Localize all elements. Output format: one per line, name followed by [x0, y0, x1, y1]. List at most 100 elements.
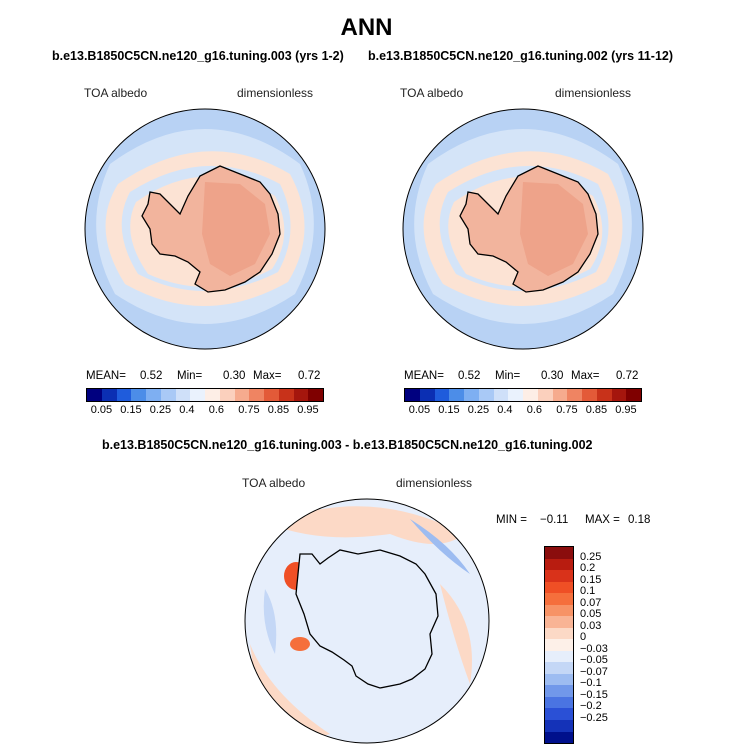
diff-colorbar-swatch	[545, 708, 573, 720]
panel2-coastline	[459, 165, 599, 293]
panel1-min-label: Min=	[177, 370, 203, 382]
panel2-colorbar-swatch	[493, 389, 509, 401]
panel1-colorbar-swatch	[131, 389, 146, 401]
panel1-colorbar-ticks: 0.05 0.15 0.25 0.4 0.6 0.75 0.85 0.95	[86, 404, 322, 418]
panel2-units: dimensionless	[555, 86, 632, 100]
diff-colorbar-tick-label: 0.1	[580, 585, 596, 598]
diff-colorbar-tick-label: −0.05	[580, 654, 608, 667]
panel1-colorbar-tick-label: 0.6	[208, 404, 225, 416]
panel1-colorbar-swatch	[175, 389, 191, 401]
panel1-colorbar-tick-label: 0.95	[297, 404, 319, 416]
diff-colorbar-tick-label: 0.25	[580, 550, 602, 563]
panel1-coastline	[141, 165, 281, 293]
diff-colorbar-swatch	[545, 662, 573, 674]
diff-colorbar-tick-label: 0.05	[580, 608, 602, 621]
panel1-antarctica-high	[202, 182, 270, 276]
diff-colorbar-swatch	[545, 547, 573, 559]
diff-colorbar-tick-label: 0.15	[580, 573, 602, 586]
panel2-colorbar-swatch	[537, 389, 553, 401]
panel2-colorbar-swatch	[582, 389, 597, 401]
panel1-colorbar-tick-label: 0.15	[120, 404, 142, 416]
panel1-colorbar-swatch	[293, 389, 309, 401]
panel2-colorbar-swatch	[464, 389, 479, 401]
diff-colorbar-tick-label: −0.07	[580, 665, 608, 678]
diff-colorbar	[544, 546, 574, 744]
panel2-min-value: 0.30	[541, 370, 564, 382]
case2-title: b.e13.B1850C5CN.ne120_g16.tuning.002 (yr…	[368, 49, 674, 63]
panel1-colorbar-tick-label: 0.85	[267, 404, 290, 416]
diff-colorbar-swatch	[545, 593, 573, 605]
panel1-colorbar-swatch	[116, 389, 132, 401]
panel1-colorbar-swatch	[190, 389, 205, 401]
panel2-polar-map	[402, 108, 644, 350]
panel1-colorbar-tick-label: 0.05	[90, 404, 113, 416]
panel2-colorbar-tick-label: 0.85	[585, 404, 608, 416]
diff-max-value: 0.18	[628, 514, 651, 526]
diff-colorbar-swatch	[545, 558, 573, 571]
diff-min-label: MIN =	[496, 514, 527, 526]
diff-colorbar-tick-label: −0.2	[580, 700, 602, 713]
panel1-colorbar-swatch	[308, 389, 323, 401]
panel2-variable: TOA albedo	[400, 86, 464, 100]
diff-colorbar-tick-label: 0	[580, 631, 587, 644]
diff-colorbar-swatch	[545, 673, 573, 686]
panel2-min-label: Min=	[495, 370, 521, 382]
diff-colorbar-tick-label: −0.15	[580, 688, 608, 701]
panel2-colorbar-tick-label: 0.6	[526, 404, 543, 416]
panel1-max-value: 0.72	[298, 370, 321, 382]
panel1-colorbar-swatch	[160, 389, 176, 401]
diff-positive-anomaly-north	[270, 506, 464, 544]
panel2-mean-label: MEAN=	[404, 370, 444, 382]
panel2-max-label: Max=	[571, 370, 600, 382]
diff-colorbar-swatch	[545, 604, 573, 617]
panel2-colorbar-swatch	[626, 389, 641, 401]
diff-colorbar-swatch	[545, 685, 573, 697]
panel1-colorbar-swatch	[264, 389, 279, 401]
diff-colorbar-swatch	[545, 581, 573, 594]
panel1-colorbar-swatch	[146, 389, 161, 401]
diff-colorbar-swatch	[545, 627, 573, 640]
diff-negative-anomaly-west	[263, 589, 277, 654]
diff-colorbar-swatch	[545, 616, 573, 628]
panel2-colorbar-ticks: 0.05 0.15 0.25 0.4 0.6 0.75 0.85 0.95	[404, 404, 640, 418]
panel1-min-value: 0.30	[223, 370, 246, 382]
panel2-colorbar-tick-label: 0.15	[438, 404, 460, 416]
diff-colorbar-swatch	[545, 639, 573, 651]
panel2-colorbar-swatch	[478, 389, 494, 401]
panel1-colorbar-swatch	[205, 389, 220, 401]
panel1-colorbar-tick-label: 0.4	[179, 404, 195, 416]
panel2-colorbar-swatch	[596, 389, 612, 401]
panel2-colorbar-swatch	[552, 389, 568, 401]
panel1-max-label: Max=	[253, 370, 282, 382]
diff-negative-anomaly-northeast	[410, 519, 470, 574]
panel2-colorbar-swatch	[434, 389, 450, 401]
diff-colorbar-swatch	[545, 650, 573, 663]
panel1-colorbar	[86, 388, 324, 402]
panel1-colorbar-swatch	[87, 389, 102, 401]
diff-polar-map	[244, 498, 490, 744]
panel2-colorbar-swatch	[449, 389, 464, 401]
panel1-colorbar-swatch	[219, 389, 235, 401]
panel1-colorbar-tick-label: 0.25	[149, 404, 172, 416]
panel2-colorbar-swatch	[508, 389, 523, 401]
figure-title: ANN	[340, 14, 393, 41]
panel2-colorbar-swatch	[567, 389, 582, 401]
panel2-mean-value: 0.52	[458, 370, 481, 382]
diff-colorbar-tick-label: 0.07	[580, 596, 602, 609]
panel2-colorbar-tick-label: 0.95	[615, 404, 637, 416]
diff-positive-peak-2	[290, 637, 310, 651]
diff-min-value: −0.11	[540, 514, 569, 526]
panel2-colorbar-swatch	[419, 389, 435, 401]
panel1-colorbar-swatch	[249, 389, 264, 401]
panel2-antarctica-high	[520, 182, 588, 276]
diff-colorbar-tick-label: −0.25	[580, 711, 608, 724]
diff-colorbar-swatch	[545, 719, 573, 732]
panel2-colorbar-swatch	[405, 389, 420, 401]
diff-antarctica	[295, 549, 439, 689]
panel2-colorbar-tick-label: 0.75	[556, 404, 578, 416]
panel2-colorbar-tick-label: 0.4	[497, 404, 513, 416]
panel2-max-value: 0.72	[616, 370, 639, 382]
panel2-colorbar-tick-label: 0.05	[408, 404, 431, 416]
panel1-mean-label: MEAN=	[86, 370, 126, 382]
panel2-map-border	[402, 108, 644, 350]
